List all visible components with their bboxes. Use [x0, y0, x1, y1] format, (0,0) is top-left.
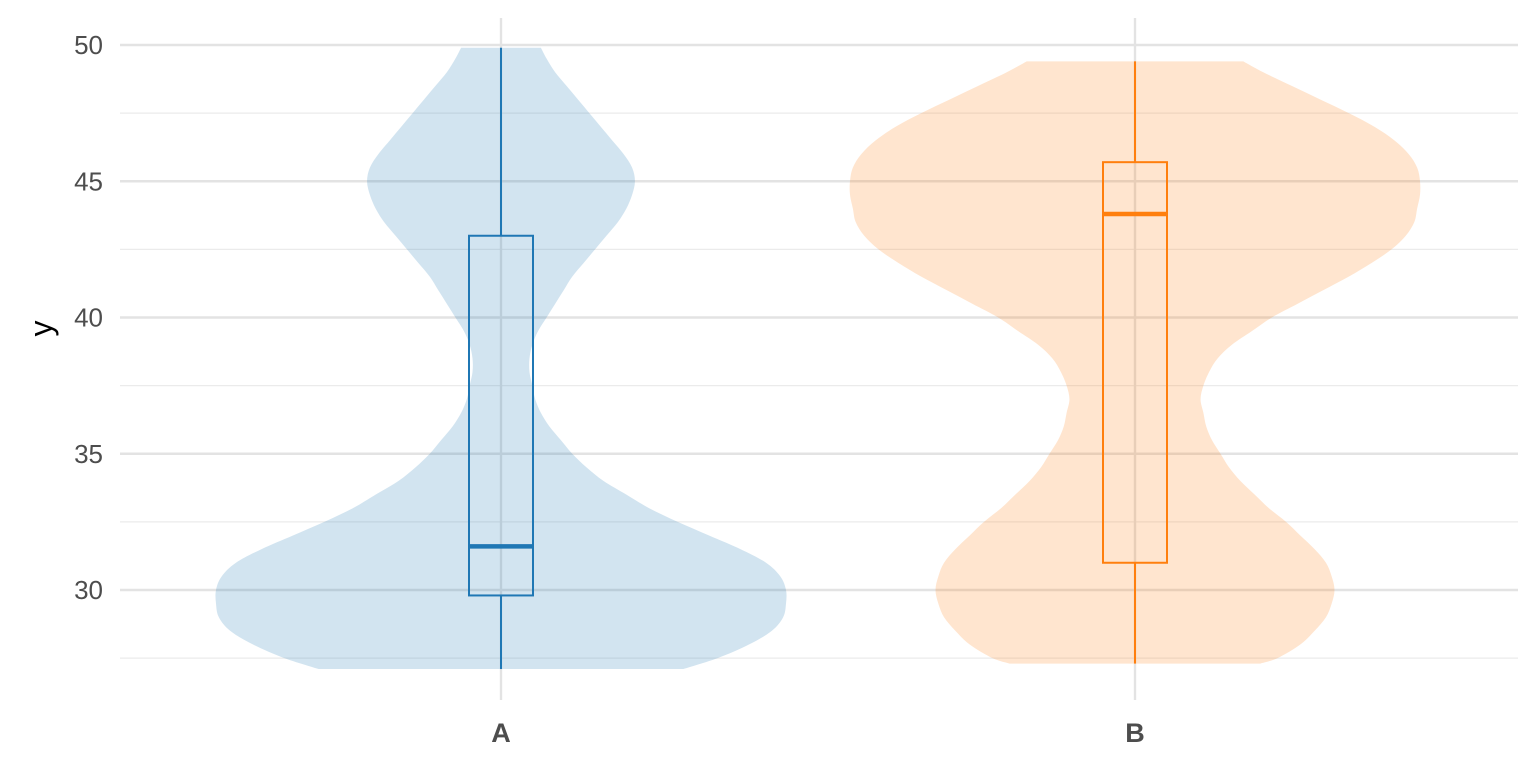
box-A — [468, 234, 534, 597]
y-axis-title: y — [23, 321, 59, 337]
y-tick-label: 50 — [74, 30, 103, 60]
y-tick-label: 35 — [74, 439, 103, 469]
x-tick-label: B — [1125, 718, 1145, 748]
y-tick-label: 40 — [74, 303, 103, 333]
violin-layer — [215, 47, 1421, 670]
box-layer — [468, 47, 1168, 670]
y-tick-label: 45 — [74, 166, 103, 196]
box-B — [1102, 161, 1168, 564]
x-tick-label: A — [491, 718, 511, 748]
y-tick-labels: 30 35 40 45 50 — [74, 30, 103, 605]
y-tick-label: 30 — [74, 575, 103, 605]
violin-B — [849, 61, 1421, 664]
violin-A — [215, 47, 787, 670]
